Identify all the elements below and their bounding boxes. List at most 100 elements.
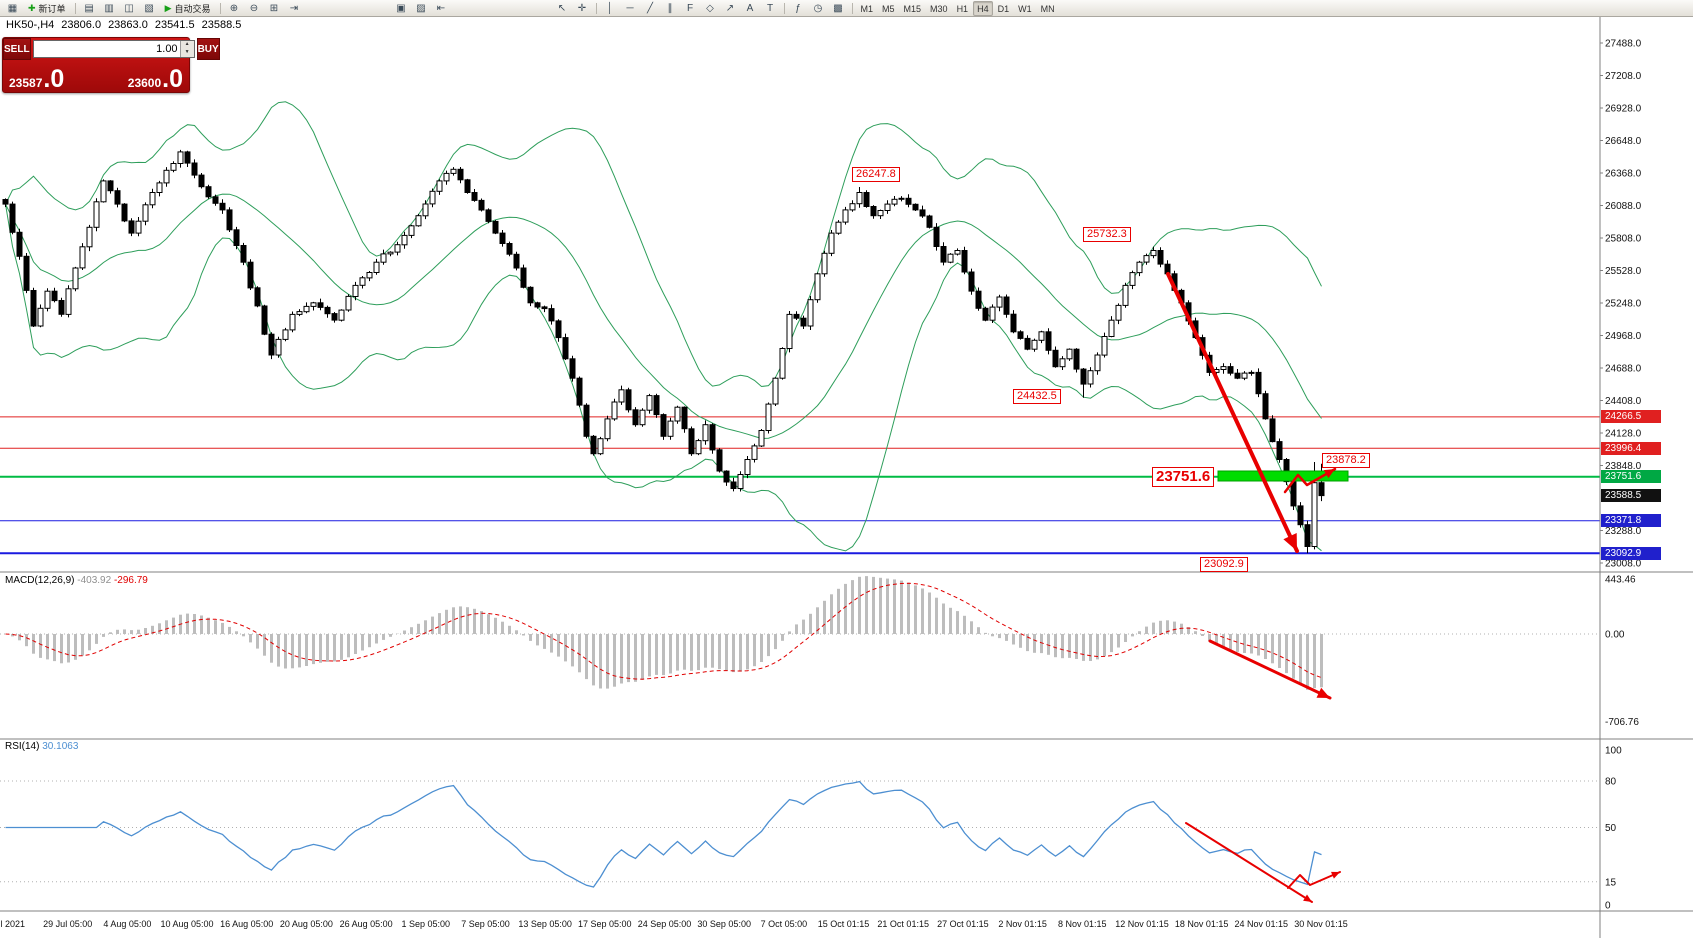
candle	[191, 159, 198, 179]
timeframe-mn-button[interactable]: MN	[1040, 3, 1055, 14]
navigator-icon[interactable]: ◫	[124, 3, 134, 14]
crosshair-icon[interactable]: ✛	[577, 3, 587, 14]
candle	[772, 377, 779, 406]
timeframe-m1-button[interactable]: M1	[860, 3, 874, 14]
macd-name: MACD(12,26,9)	[5, 575, 75, 586]
time-axis-label: 15 Oct 01:15	[818, 919, 870, 929]
price-annotation-label[interactable]: 23092.9	[1200, 557, 1248, 572]
time-axis[interactable]: Jul 2021 29 Jul 05:00 4 Aug 05:00 10 Aug 05…	[0, 919, 1348, 929]
timeframe-w1-button[interactable]: W1	[1018, 3, 1032, 14]
timeframe-m15-button[interactable]: M15	[903, 3, 922, 14]
cursor-icon[interactable]: ↖	[557, 3, 567, 14]
candle	[891, 196, 898, 207]
candle	[814, 272, 821, 303]
candle	[639, 408, 646, 427]
fibonacci-icon[interactable]: F	[686, 3, 694, 14]
ohlc-close: 23588.5	[201, 19, 242, 31]
candle	[933, 223, 940, 251]
toolbar-separator	[219, 3, 221, 14]
tile-windows-icon[interactable]: ⊞	[269, 3, 279, 14]
price-axis-badge: 24266.5	[1601, 410, 1661, 424]
auto-scroll-icon[interactable]: ⇥	[289, 3, 299, 14]
trend-arrow[interactable]	[1166, 272, 1299, 553]
template-icon[interactable]: ▩	[833, 3, 843, 14]
candle	[835, 220, 842, 235]
channel-icon[interactable]: ∥	[667, 3, 673, 14]
sell-button[interactable]: SELL	[3, 38, 31, 60]
horizontal-line-icon[interactable]: ─	[626, 3, 634, 14]
trend-arrow[interactable]	[1287, 871, 1341, 889]
candle	[779, 347, 786, 380]
price-axis-tick: 24968.0	[1605, 331, 1642, 342]
candle	[401, 231, 408, 249]
price-annotation-label[interactable]: 25732.3	[1083, 227, 1131, 242]
new-chart-icon[interactable]: ▣	[396, 3, 406, 14]
zoom-out-icon[interactable]: ⊖	[249, 3, 259, 14]
timeframe-d1-button[interactable]: D1	[997, 3, 1010, 14]
time-axis-label: 20 Aug 05:00	[280, 919, 333, 929]
candle	[737, 471, 744, 492]
indicators-icon[interactable]: ƒ	[795, 3, 801, 14]
chart-shift-icon[interactable]: ⇤	[436, 3, 446, 14]
label-tool-icon[interactable]: T	[766, 3, 774, 14]
trend-arrow[interactable]	[1208, 639, 1332, 700]
candle	[1241, 371, 1248, 381]
candle	[604, 415, 611, 442]
candle	[478, 198, 485, 212]
auto-trading-button[interactable]: ▶ 自动交易	[160, 1, 216, 17]
price-annotation-label[interactable]: 23751.6	[1152, 467, 1215, 487]
zoom-in-icon[interactable]: ⊕	[229, 3, 239, 14]
trendline-icon[interactable]: ╱	[646, 3, 654, 14]
time-axis-label: 24 Nov 01:15	[1235, 919, 1289, 929]
candle	[989, 304, 996, 323]
price-axis-tick: 26368.0	[1605, 169, 1642, 180]
trend-arrow[interactable]	[1283, 467, 1337, 494]
price-annotation-label[interactable]: 23878.2	[1322, 453, 1370, 468]
price-axis-tick: 26928.0	[1605, 104, 1642, 115]
volume-decrease-button[interactable]: ▼	[184, 49, 190, 55]
volume-input[interactable]	[33, 41, 180, 57]
price-annotation-label[interactable]: 24432.5	[1013, 389, 1061, 404]
price-axis[interactable]: 27488.0 27208.0 26928.0 26648.0 26368.0 26088…	[1600, 39, 1642, 570]
buy-price[interactable]: 23600.0	[128, 65, 183, 93]
data-window-icon[interactable]: ▥	[104, 3, 114, 14]
new-order-button[interactable]: ✚ 新订单	[23, 1, 71, 17]
candle	[443, 170, 450, 185]
candle	[611, 398, 618, 421]
candle	[975, 287, 982, 311]
text-tool-icon[interactable]: A	[746, 3, 754, 14]
candle	[331, 312, 338, 323]
timeframe-h1-button[interactable]: H1	[956, 3, 969, 14]
candle	[135, 217, 142, 237]
arrow-tool-icon[interactable]: ↗	[725, 3, 735, 14]
volume-increase-button[interactable]: ▲	[184, 41, 190, 47]
buy-price-big-digits: .0	[162, 65, 183, 93]
time-axis-label: 10 Aug 05:00	[160, 919, 213, 929]
timeframe-m5-button[interactable]: M5	[882, 3, 895, 14]
vertical-line-icon[interactable]: │	[606, 3, 614, 14]
ohlc-low: 23541.5	[154, 19, 195, 31]
toolbar-separator	[595, 3, 597, 14]
candle	[268, 332, 275, 360]
chart-profiles-icon[interactable]: ▨	[416, 3, 426, 14]
supply-demand-zone[interactable]	[1217, 470, 1349, 482]
terminal-icon[interactable]: ▧	[144, 3, 154, 14]
shapes-icon[interactable]: ◇	[706, 3, 714, 14]
chart-canvas[interactable]: 27488.0 27208.0 26928.0 26648.0 26368.0 26088…	[0, 17, 1693, 938]
candle	[968, 268, 975, 295]
market-watch-icon[interactable]: ▤	[84, 3, 94, 14]
sell-price[interactable]: 23587.0	[9, 67, 64, 92]
periods-icon[interactable]: ◷	[813, 3, 823, 14]
trend-arrow[interactable]	[1185, 822, 1313, 903]
buy-button[interactable]: BUY	[196, 38, 220, 60]
candle	[380, 249, 387, 265]
candle	[1248, 370, 1255, 376]
timeframe-h4-button[interactable]: H4	[973, 1, 993, 16]
charts-icon[interactable]: ▦	[7, 3, 18, 14]
candle	[863, 190, 870, 208]
price-annotation-label[interactable]: 26247.8	[852, 167, 900, 182]
timeframe-m30-button[interactable]: M30	[930, 3, 948, 14]
candle	[121, 203, 128, 223]
macd-axis-tick: 443.46	[1605, 575, 1636, 586]
candle	[961, 246, 968, 275]
